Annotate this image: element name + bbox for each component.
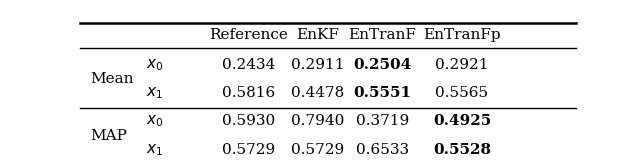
Text: $x_1$: $x_1$ — [146, 142, 163, 158]
Text: 0.2504: 0.2504 — [353, 58, 412, 72]
Text: $x_1$: $x_1$ — [146, 85, 163, 101]
Text: 0.4925: 0.4925 — [433, 114, 491, 128]
Text: 0.5930: 0.5930 — [222, 114, 275, 128]
Text: 0.5729: 0.5729 — [291, 143, 345, 157]
Text: 0.2911: 0.2911 — [291, 58, 345, 72]
Text: 0.2434: 0.2434 — [222, 58, 275, 72]
Text: 0.7940: 0.7940 — [291, 114, 345, 128]
Text: 0.2921: 0.2921 — [435, 58, 489, 72]
Text: 0.5729: 0.5729 — [222, 143, 275, 157]
Text: 0.5551: 0.5551 — [353, 86, 412, 100]
Text: 0.5565: 0.5565 — [435, 86, 488, 100]
Text: 0.4478: 0.4478 — [291, 86, 345, 100]
Text: 0.6533: 0.6533 — [356, 143, 409, 157]
Text: EnTranFp: EnTranFp — [423, 28, 500, 42]
Text: 0.5528: 0.5528 — [433, 143, 491, 157]
Text: 0.5816: 0.5816 — [222, 86, 275, 100]
Text: EnKF: EnKF — [297, 28, 339, 42]
Text: $x_0$: $x_0$ — [146, 57, 163, 73]
Text: EnTranF: EnTranF — [349, 28, 417, 42]
Text: $x_0$: $x_0$ — [146, 114, 163, 129]
Text: Reference: Reference — [209, 28, 288, 42]
Text: MAP: MAP — [90, 129, 127, 143]
Text: Mean: Mean — [90, 72, 133, 86]
Text: 0.3719: 0.3719 — [356, 114, 409, 128]
